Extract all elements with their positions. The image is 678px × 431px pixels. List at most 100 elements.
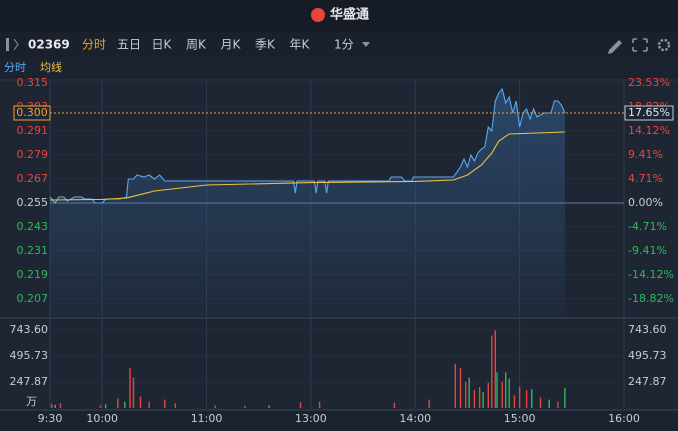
volume-bar bbox=[54, 404, 56, 408]
volume-bar bbox=[501, 381, 503, 408]
tab[interactable]: 年K bbox=[290, 38, 311, 52]
volume-bar bbox=[478, 387, 481, 408]
last-change-box bbox=[624, 105, 674, 121]
volume-bar bbox=[496, 372, 498, 408]
volume-bar bbox=[531, 389, 533, 408]
y-tick-label: 0.255 bbox=[17, 196, 49, 209]
y2-tick-label: 14.12% bbox=[628, 124, 670, 137]
x-tick-label: 11:00 bbox=[191, 412, 223, 425]
y2-tick-label: -9.41% bbox=[628, 244, 667, 257]
volume-bar bbox=[525, 390, 528, 408]
volume-bar bbox=[539, 397, 542, 408]
volume-bar bbox=[51, 403, 53, 408]
y2-tick-label: -14.12% bbox=[628, 268, 674, 281]
tab[interactable]: 周K bbox=[186, 38, 207, 52]
volume-bar bbox=[99, 405, 102, 408]
volume-bar bbox=[244, 405, 246, 408]
volume-bar bbox=[468, 377, 470, 408]
volume-bar bbox=[428, 399, 430, 408]
volume-bar bbox=[148, 401, 150, 408]
volume-tick-label: 495.73 bbox=[628, 349, 667, 362]
y2-tick-label: -18.82% bbox=[628, 292, 674, 305]
volume-bar bbox=[164, 399, 166, 408]
chart: 分时 均线 9:30 10:00 11:00 13:00 14:00 15:00 16:00 0.… bbox=[0, 60, 678, 425]
volume-bar bbox=[124, 401, 126, 408]
volume-bar bbox=[268, 405, 270, 408]
volume-unit: 万 bbox=[26, 395, 37, 408]
volume-bar bbox=[518, 387, 521, 408]
volume-bar bbox=[473, 390, 476, 408]
tab[interactable]: 日K bbox=[152, 38, 173, 52]
y2-tick-label: 23.53% bbox=[628, 76, 670, 89]
volume-bar bbox=[393, 402, 396, 408]
period-select[interactable]: 1分 bbox=[334, 38, 354, 52]
volume-bar bbox=[59, 403, 62, 408]
legend-entry: 均线 bbox=[40, 60, 62, 74]
settings-icon[interactable] bbox=[657, 38, 671, 52]
logo-icon bbox=[311, 8, 325, 22]
volume-bar bbox=[174, 403, 176, 408]
volume-bar bbox=[132, 377, 135, 408]
volume-bar bbox=[482, 392, 484, 408]
y-tick-label: 0.243 bbox=[17, 220, 49, 233]
legend-entry: 分时 bbox=[4, 61, 26, 74]
y-tick-label: 0.279 bbox=[17, 148, 49, 161]
logo: 华盛通 bbox=[330, 7, 369, 23]
y-tick-label: 0.267 bbox=[17, 172, 49, 185]
y2-tick-label: 0.00% bbox=[628, 196, 663, 209]
volume-tick-label: 743.60 bbox=[628, 323, 667, 336]
y-tick-label: 0.207 bbox=[17, 292, 49, 305]
x-tick-label: 14:00 bbox=[399, 412, 431, 425]
volume-bar bbox=[129, 368, 131, 408]
x-tick-label: 15:00 bbox=[504, 412, 536, 425]
volume-tick-label: 247.87 bbox=[628, 375, 667, 388]
stock-code: 02369 bbox=[28, 38, 70, 52]
fullscreen-icon[interactable] bbox=[632, 38, 648, 52]
volume-bar bbox=[513, 395, 516, 408]
y2-tick-label: 9.41% bbox=[628, 148, 663, 161]
collapse-icon[interactable] bbox=[6, 38, 9, 51]
volume-bar bbox=[557, 401, 559, 408]
title-bar bbox=[0, 0, 678, 31]
volume-bar bbox=[214, 405, 216, 408]
volume-bar bbox=[564, 388, 566, 408]
volume-bar bbox=[508, 378, 510, 408]
volume-bar bbox=[548, 399, 550, 408]
x-tick-label: 13:00 bbox=[295, 412, 327, 425]
volume-bar bbox=[318, 401, 321, 408]
tabs: 分时 五日 日K 周K 月K 季K 年K bbox=[82, 38, 311, 52]
y-tick-label: 0.315 bbox=[17, 76, 49, 89]
volume-tick-label: 743.60 bbox=[10, 323, 49, 336]
toolbar bbox=[0, 31, 678, 59]
volume-bar bbox=[487, 382, 490, 408]
volume-bar bbox=[491, 335, 493, 408]
volume-bar bbox=[104, 404, 107, 408]
y-tick-label: 0.231 bbox=[17, 244, 49, 257]
tab[interactable]: 月K bbox=[221, 38, 242, 52]
y2-tick-label: 4.71% bbox=[628, 172, 663, 185]
tab[interactable]: 季K bbox=[255, 38, 276, 52]
last-price-box bbox=[13, 105, 51, 121]
tab[interactable]: 分时 bbox=[82, 38, 106, 52]
x-tick-label: 16:00 bbox=[608, 412, 640, 425]
area bbox=[50, 89, 565, 315]
volume-bar bbox=[494, 330, 496, 408]
volume-bar bbox=[299, 402, 302, 408]
volume-bar bbox=[139, 396, 142, 408]
volume-tick-label: 495.73 bbox=[10, 349, 49, 362]
volume-bar bbox=[505, 372, 507, 408]
volume-bar bbox=[117, 398, 119, 408]
price-line bbox=[49, 131, 565, 201]
last-change: 17.65% bbox=[628, 106, 670, 119]
x-tick-label: 9:30 bbox=[38, 412, 63, 425]
volume-bar bbox=[454, 363, 456, 408]
tab[interactable]: 五日 bbox=[117, 38, 141, 52]
x-tick-label: 10:00 bbox=[86, 412, 118, 425]
y2-tick-label: -4.71% bbox=[628, 220, 667, 233]
volume-bar bbox=[465, 381, 467, 408]
y-tick-label: 0.291 bbox=[17, 124, 49, 137]
draw-icon[interactable] bbox=[608, 40, 622, 54]
volume-bar bbox=[459, 368, 462, 408]
volume-tick-label: 247.87 bbox=[10, 375, 49, 388]
